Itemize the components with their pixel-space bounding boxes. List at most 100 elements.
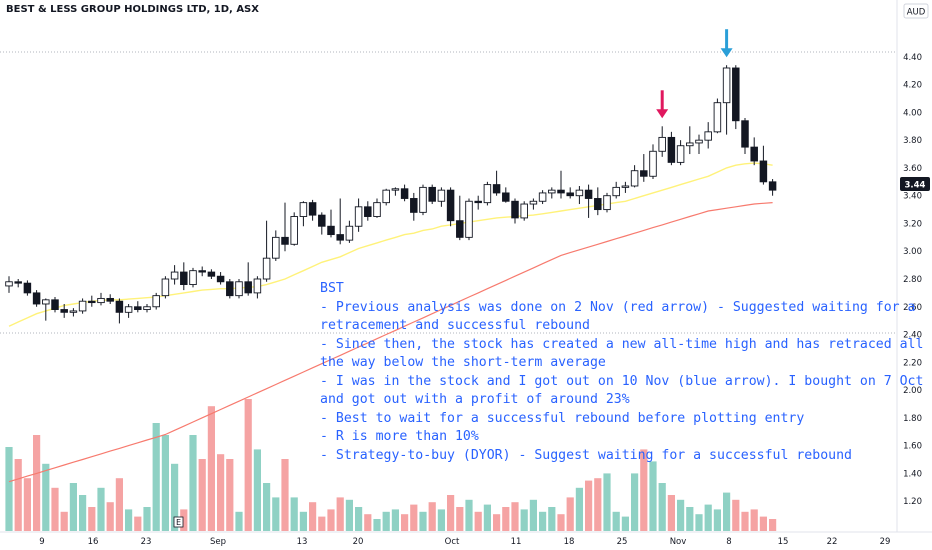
volume-bar — [364, 514, 372, 531]
candle — [180, 262, 188, 291]
candle-body — [23, 282, 32, 294]
candle-body — [584, 189, 593, 199]
volume-bar — [465, 499, 473, 531]
volume-bar — [658, 483, 666, 531]
volume-bar — [594, 478, 602, 531]
candle-body — [704, 131, 712, 141]
candle-body — [143, 306, 151, 310]
candle — [216, 272, 225, 285]
volume-bar — [336, 497, 344, 531]
price-tick-label: 3.60 — [903, 164, 922, 174]
candle — [492, 170, 501, 196]
volume-bar — [474, 511, 482, 531]
candle-body — [124, 306, 133, 313]
candle-body — [318, 214, 326, 227]
candle — [51, 297, 59, 313]
volume-bar — [511, 502, 519, 531]
date-tick-label: 22 — [827, 537, 838, 547]
candle — [226, 279, 234, 299]
date-tick-label: 15 — [778, 537, 789, 547]
volume-bar — [539, 511, 547, 531]
volume-bar — [529, 499, 537, 531]
candle — [345, 220, 354, 243]
candle-body — [502, 192, 510, 202]
earnings-marker-label: E — [176, 518, 181, 527]
price-tick-label: 3.20 — [903, 219, 922, 229]
note-line: retracement and successful rebound — [320, 318, 590, 333]
candle — [713, 98, 722, 134]
candle — [695, 134, 703, 155]
candle — [382, 188, 390, 206]
long-term-moving-average — [8, 202, 773, 483]
candle — [603, 192, 611, 213]
candle-body — [382, 189, 390, 204]
volume-bar — [51, 487, 59, 531]
candle-body — [575, 189, 584, 197]
volume-bar — [309, 502, 317, 531]
candle — [32, 290, 41, 307]
currency-text: AUD — [907, 8, 926, 18]
candle-body — [686, 142, 694, 147]
date-tick-label: 13 — [297, 537, 308, 547]
candle — [419, 184, 427, 216]
date-tick-label: 16 — [88, 537, 99, 547]
volume-bar — [741, 511, 749, 531]
date-tick-label: 8 — [726, 537, 731, 547]
candle — [630, 165, 639, 188]
candle — [354, 198, 363, 232]
volume-bar — [272, 497, 280, 531]
volume-bar — [391, 509, 399, 531]
volume-bar — [759, 516, 767, 531]
earnings-marker[interactable]: E — [173, 516, 184, 528]
volume-bar — [235, 511, 243, 531]
candle — [336, 198, 344, 245]
candle-body — [373, 202, 381, 217]
candle-body — [759, 160, 768, 183]
candle-body — [69, 310, 78, 313]
candle-body — [32, 292, 41, 305]
candle — [437, 187, 446, 207]
candle-body — [768, 181, 777, 191]
candle — [456, 195, 464, 241]
volume-bar — [621, 516, 629, 531]
candle — [741, 117, 749, 155]
volume-bar — [143, 507, 151, 531]
volume-bar — [244, 399, 252, 531]
candle — [327, 209, 335, 238]
price-tick-label: 1.80 — [903, 414, 922, 424]
volume-bar — [686, 507, 694, 531]
candle — [465, 198, 473, 241]
volume-bar — [290, 497, 298, 531]
candle-body — [713, 102, 722, 133]
candle-body — [336, 234, 344, 241]
analysis-note: BST - Previous analysis was done on 2 Nov… — [320, 280, 923, 465]
date-tick-label: 9 — [39, 537, 44, 547]
volume-bar — [410, 504, 418, 531]
candle — [621, 181, 630, 193]
candle-body — [750, 146, 758, 162]
candle-body — [161, 278, 170, 297]
candle — [732, 65, 740, 130]
candle — [97, 292, 105, 306]
note-line: - Strategy-to-buy (DYOR) - Suggest waiti… — [320, 447, 852, 463]
volume-bar — [483, 504, 491, 531]
candle-body — [529, 200, 538, 205]
candle-body — [78, 300, 87, 312]
volume-bar — [382, 511, 390, 531]
price-tick-label: 3.00 — [903, 247, 922, 257]
date-tick-label: 20 — [353, 537, 364, 547]
price-tick-label: 4.00 — [903, 108, 922, 118]
candle-body — [244, 281, 252, 294]
price-tick-label: 1.20 — [903, 497, 922, 507]
volume-bar — [189, 435, 197, 531]
volume-bar — [631, 473, 639, 531]
last-price-value: 3.44 — [905, 181, 926, 191]
candle — [189, 267, 197, 288]
candle-body — [640, 170, 648, 177]
volume-bar — [281, 459, 289, 531]
volume-bar — [677, 499, 685, 531]
candle-body — [299, 202, 308, 217]
date-tick-label: 11 — [511, 537, 522, 547]
volume-bar — [125, 509, 133, 531]
